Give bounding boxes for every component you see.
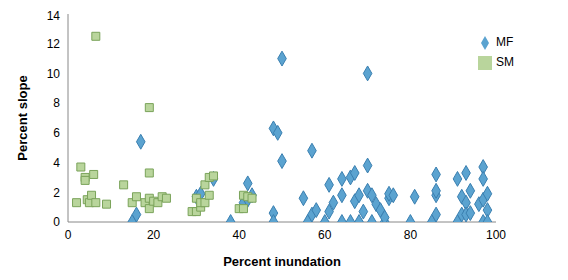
svg-text:6: 6 xyxy=(53,126,60,140)
svg-text:2: 2 xyxy=(53,186,60,200)
svg-text:Percent slope: Percent slope xyxy=(15,75,30,160)
svg-text:4: 4 xyxy=(53,156,60,170)
html-text:MF: MF xyxy=(496,35,514,49)
svg-text:80: 80 xyxy=(404,228,418,242)
html-text:SM: SM xyxy=(496,55,514,69)
svg-text:12: 12 xyxy=(47,37,61,51)
svg-text:20: 20 xyxy=(147,228,161,242)
svg-text:10: 10 xyxy=(47,67,61,81)
svg-text:40: 40 xyxy=(233,228,247,242)
svg-text:8: 8 xyxy=(53,96,60,110)
svg-text:100: 100 xyxy=(486,228,506,242)
svg-text:60: 60 xyxy=(318,228,332,242)
svg-text:14: 14 xyxy=(47,9,61,23)
svg-text:0: 0 xyxy=(65,228,72,242)
svg-text:0: 0 xyxy=(53,215,60,229)
svg-text:Percent inundation: Percent inundation xyxy=(223,254,341,269)
